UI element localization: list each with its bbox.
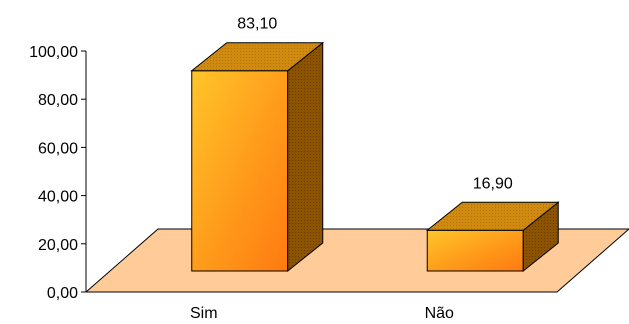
y-tick-label: 20,00 [38,237,78,254]
y-tick-label: 100,00 [29,44,78,61]
bar-data-label: 16,90 [473,175,513,192]
y-tick-label: 60,00 [38,140,78,157]
bar-top [190,42,325,72]
x-axis-labels: Sim Não [190,305,454,322]
bar-side [287,41,324,273]
bar-top [425,201,560,231]
bars [190,41,560,273]
y-tick-label: 80,00 [38,92,78,109]
data-labels: 83,10 16,90 [237,16,513,193]
y-axis-ticks: 0,00 20,00 40,00 60,00 80,00 100,00 [29,44,86,302]
y-tick-label: 0,00 [47,285,78,302]
bar-front [191,70,289,272]
bar-front [426,229,524,272]
y-tick-label: 40,00 [38,189,78,206]
x-category-label: Não [425,305,454,322]
x-category-label: Sim [190,305,218,322]
bar-data-label: 83,10 [237,16,277,33]
